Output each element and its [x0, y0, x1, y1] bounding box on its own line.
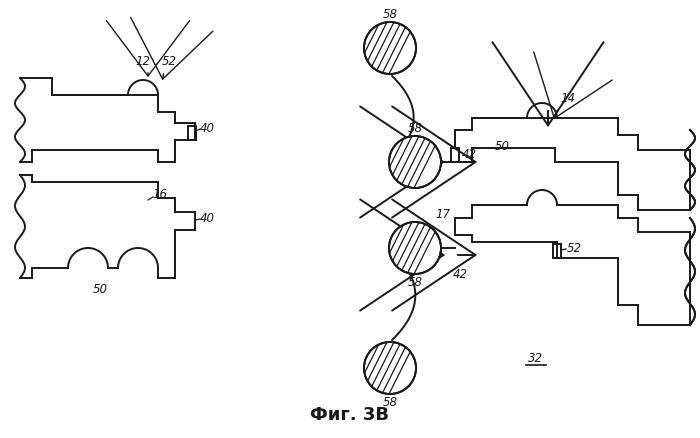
Text: 32: 32 — [528, 352, 542, 364]
Text: 58: 58 — [382, 7, 398, 21]
Text: 40: 40 — [200, 212, 215, 225]
Text: 17: 17 — [435, 208, 450, 222]
Circle shape — [364, 342, 416, 394]
Text: 40: 40 — [200, 121, 215, 134]
Text: 58: 58 — [382, 396, 398, 409]
Circle shape — [389, 136, 441, 188]
Bar — [553, 244, 561, 258]
Text: 50: 50 — [495, 140, 510, 153]
Text: 14: 14 — [560, 92, 575, 105]
Text: 58: 58 — [407, 276, 423, 289]
Text: 16: 16 — [152, 188, 167, 201]
Text: 58: 58 — [407, 121, 423, 134]
Text: 42: 42 — [452, 268, 468, 281]
Text: 52: 52 — [162, 55, 177, 68]
Circle shape — [389, 222, 441, 274]
Circle shape — [364, 22, 416, 74]
Text: 42: 42 — [462, 148, 477, 161]
Text: 52: 52 — [567, 241, 582, 254]
Text: Фиг. 3B: Фиг. 3B — [311, 406, 389, 424]
Bar — [451, 148, 459, 162]
Text: 12: 12 — [136, 55, 150, 68]
Bar — [188, 126, 196, 140]
Text: 50: 50 — [92, 283, 108, 296]
